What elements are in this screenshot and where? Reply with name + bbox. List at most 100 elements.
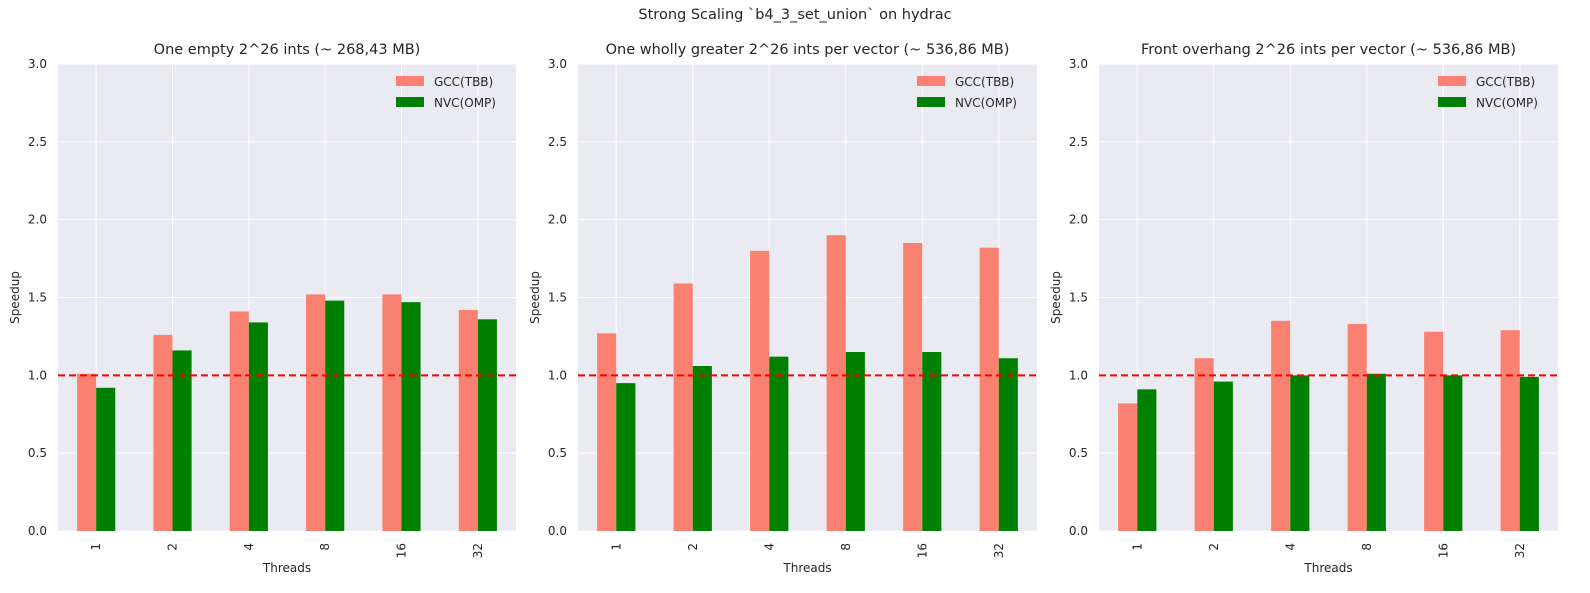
bar-gcc-2 [1194, 358, 1214, 531]
bar-gcc-16 [903, 243, 923, 531]
bar-nvc-4 [769, 356, 789, 531]
legend: GCC(TBB) NVC(OMP) [396, 75, 496, 110]
bar-nvc-32 [998, 358, 1018, 531]
x-tick-label: 32 [992, 543, 1006, 558]
chart-panel-2: 0.0 0.5 1.0 1.5 2.0 2.5 3.0 1 2 4 8 16 32 One wholly … [528, 42, 1037, 575]
legend-swatch [1438, 97, 1466, 107]
y-tick-label: 3.0 [1069, 57, 1088, 71]
bar-gcc-16 [382, 294, 402, 531]
y-tick-label: 3.0 [548, 57, 567, 71]
legend-swatch [1438, 76, 1466, 86]
bar-gcc-2 [673, 283, 693, 531]
x-tick-label: 1 [89, 543, 103, 551]
bar-nvc-1 [96, 387, 116, 531]
y-tick-label: 1.0 [28, 368, 47, 382]
y-axis-label: Speedup [8, 271, 22, 324]
legend-swatch [917, 97, 945, 107]
legend-label: NVC(OMP) [1476, 96, 1538, 110]
y-tick-label: 2.0 [548, 213, 567, 227]
bar-gcc-1 [1118, 403, 1138, 531]
bar-gcc-16 [1424, 331, 1444, 531]
legend: GCC(TBB) NVC(OMP) [917, 75, 1017, 110]
x-tick-label: 2 [1207, 543, 1221, 551]
bar-gcc-8 [306, 294, 326, 531]
bar-nvc-2 [1213, 381, 1233, 531]
y-tick-label: 2.0 [28, 213, 47, 227]
bar-nvc-1 [616, 383, 636, 531]
legend-label: NVC(OMP) [434, 96, 496, 110]
y-tick-label: 2.5 [548, 135, 567, 149]
x-tick-label: 16 [915, 543, 929, 558]
y-tick-label: 0.5 [1069, 446, 1088, 460]
bar-nvc-8 [845, 351, 865, 531]
bar-nvc-4 [248, 322, 268, 531]
y-tick-label: 1.5 [28, 291, 47, 305]
y-tick-label: 1.0 [548, 368, 567, 382]
x-tick-label: 1 [609, 543, 623, 551]
bar-nvc-16 [1443, 375, 1463, 531]
legend-swatch [917, 76, 945, 86]
chart-panel-3: 0.0 0.5 1.0 1.5 2.0 2.5 3.0 1 2 4 8 16 32 Front overh… [1049, 42, 1558, 575]
x-axis-label: Threads [262, 561, 311, 575]
bar-gcc-2 [153, 334, 173, 531]
y-tick-label: 1.0 [1069, 368, 1088, 382]
bar-gcc-4 [1271, 320, 1291, 531]
x-tick-label: 4 [1283, 543, 1297, 551]
bar-gcc-8 [1347, 323, 1367, 531]
x-tick-label: 16 [395, 543, 409, 558]
x-tick-label: 8 [1360, 543, 1374, 551]
bar-gcc-1 [77, 373, 97, 531]
x-tick-label: 8 [318, 543, 332, 551]
y-tick-label: 0.5 [28, 446, 47, 460]
bar-gcc-32 [1500, 330, 1520, 531]
bar-gcc-32 [979, 247, 999, 532]
bar-nvc-16 [922, 351, 942, 531]
bar-nvc-8 [1366, 373, 1386, 531]
figure-suptitle: Strong Scaling `b4_3_set_union` on hydra… [638, 7, 952, 23]
legend-label: NVC(OMP) [955, 96, 1017, 110]
bar-gcc-8 [826, 235, 846, 531]
x-tick-label: 2 [166, 543, 180, 551]
bar-gcc-1 [597, 333, 617, 531]
chart-panel-1: 0.0 0.5 1.0 1.5 2.0 2.5 3.0 1 2 4 8 16 32 One empty 2… [8, 42, 516, 575]
y-tick-label: 0.0 [28, 524, 47, 538]
bar-nvc-16 [401, 302, 421, 531]
x-tick-label: 1 [1130, 543, 1144, 551]
y-axis-label: Speedup [1049, 271, 1063, 324]
y-tick-label: 0.0 [548, 524, 567, 538]
y-tick-label: 1.5 [1069, 291, 1088, 305]
legend-label: GCC(TBB) [955, 75, 1014, 89]
y-tick-label: 0.5 [548, 446, 567, 460]
legend-swatch [396, 97, 424, 107]
bar-nvc-2 [692, 365, 712, 531]
bar-nvc-32 [477, 319, 497, 531]
y-tick-label: 2.5 [1069, 135, 1088, 149]
x-tick-label: 32 [1513, 543, 1527, 558]
panel-title: Front overhang 2^26 ints per vector (~ 5… [1141, 42, 1516, 58]
legend-label: GCC(TBB) [1476, 75, 1535, 89]
x-tick-label: 2 [686, 543, 700, 551]
legend-swatch [396, 76, 424, 86]
bar-gcc-4 [229, 311, 249, 531]
y-tick-label: 2.5 [28, 135, 47, 149]
x-axis-label: Threads [782, 561, 831, 575]
x-tick-label: 32 [471, 543, 485, 558]
y-tick-label: 2.0 [1069, 213, 1088, 227]
x-tick-label: 8 [839, 543, 853, 551]
x-tick-label: 4 [762, 543, 776, 551]
panel-title: One empty 2^26 ints (~ 268,43 MB) [154, 42, 421, 58]
x-tick-label: 16 [1436, 543, 1450, 558]
panel-title: One wholly greater 2^26 ints per vector … [606, 42, 1010, 58]
bar-nvc-8 [325, 300, 345, 531]
y-tick-label: 0.0 [1069, 524, 1088, 538]
legend: GCC(TBB) NVC(OMP) [1438, 75, 1538, 110]
x-tick-label: 4 [242, 543, 256, 551]
bar-gcc-32 [458, 309, 478, 531]
bar-nvc-32 [1519, 376, 1539, 531]
bar-gcc-4 [750, 250, 770, 532]
y-axis-label: Speedup [528, 271, 542, 324]
legend-label: GCC(TBB) [434, 75, 493, 89]
y-tick-label: 1.5 [548, 291, 567, 305]
